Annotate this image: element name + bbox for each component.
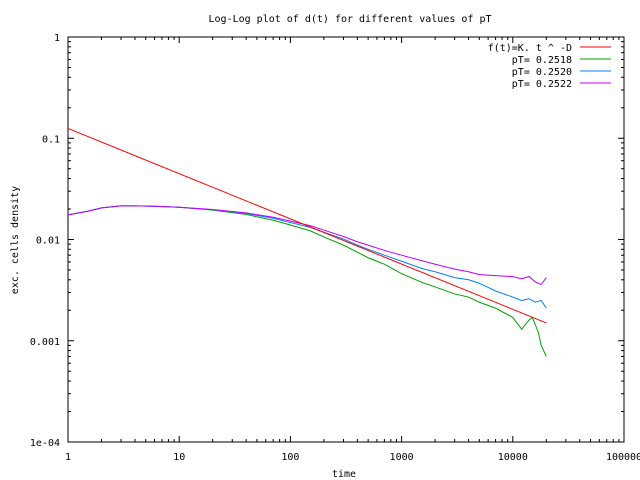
series-line-2 xyxy=(67,205,547,309)
x-tick-label: 10000 xyxy=(498,452,528,463)
x-tick-label: 10 xyxy=(173,452,185,463)
plot-frame xyxy=(67,36,625,443)
x-tick-label: 1000 xyxy=(390,452,414,463)
legend-label: pT= 0.2520 xyxy=(512,67,572,78)
series-line-1 xyxy=(67,205,547,357)
x-tick-label: 100 xyxy=(281,452,299,463)
y-tick-label: 0.01 xyxy=(36,236,60,247)
legend-label: pT= 0.2518 xyxy=(512,55,572,66)
chart-title: Log-Log plot of d(t) for different value… xyxy=(209,14,492,25)
series-lines xyxy=(67,127,547,357)
legend-label: pT= 0.2522 xyxy=(512,79,572,90)
x-axis-label: time xyxy=(332,469,356,480)
x-tick-label: 100000 xyxy=(606,452,640,463)
y-tick-label: 0.001 xyxy=(30,337,60,348)
y-tick-label: 0.1 xyxy=(42,134,60,145)
series-line-0 xyxy=(67,127,547,324)
x-tick-label: 1 xyxy=(65,452,71,463)
series-line-3 xyxy=(67,205,547,286)
y-axis-label: exc. cells density xyxy=(10,186,21,294)
y-axis: 1e-04 0.001 0.01 0.1 1 xyxy=(30,33,624,449)
y-tick-label: 1 xyxy=(54,33,60,44)
legend-label: f(t)=K. t ^ -D xyxy=(488,43,572,54)
y-tick-label: 1e-04 xyxy=(30,438,60,449)
x-axis: 1 10 100 1000 10000 100000 xyxy=(65,37,640,463)
